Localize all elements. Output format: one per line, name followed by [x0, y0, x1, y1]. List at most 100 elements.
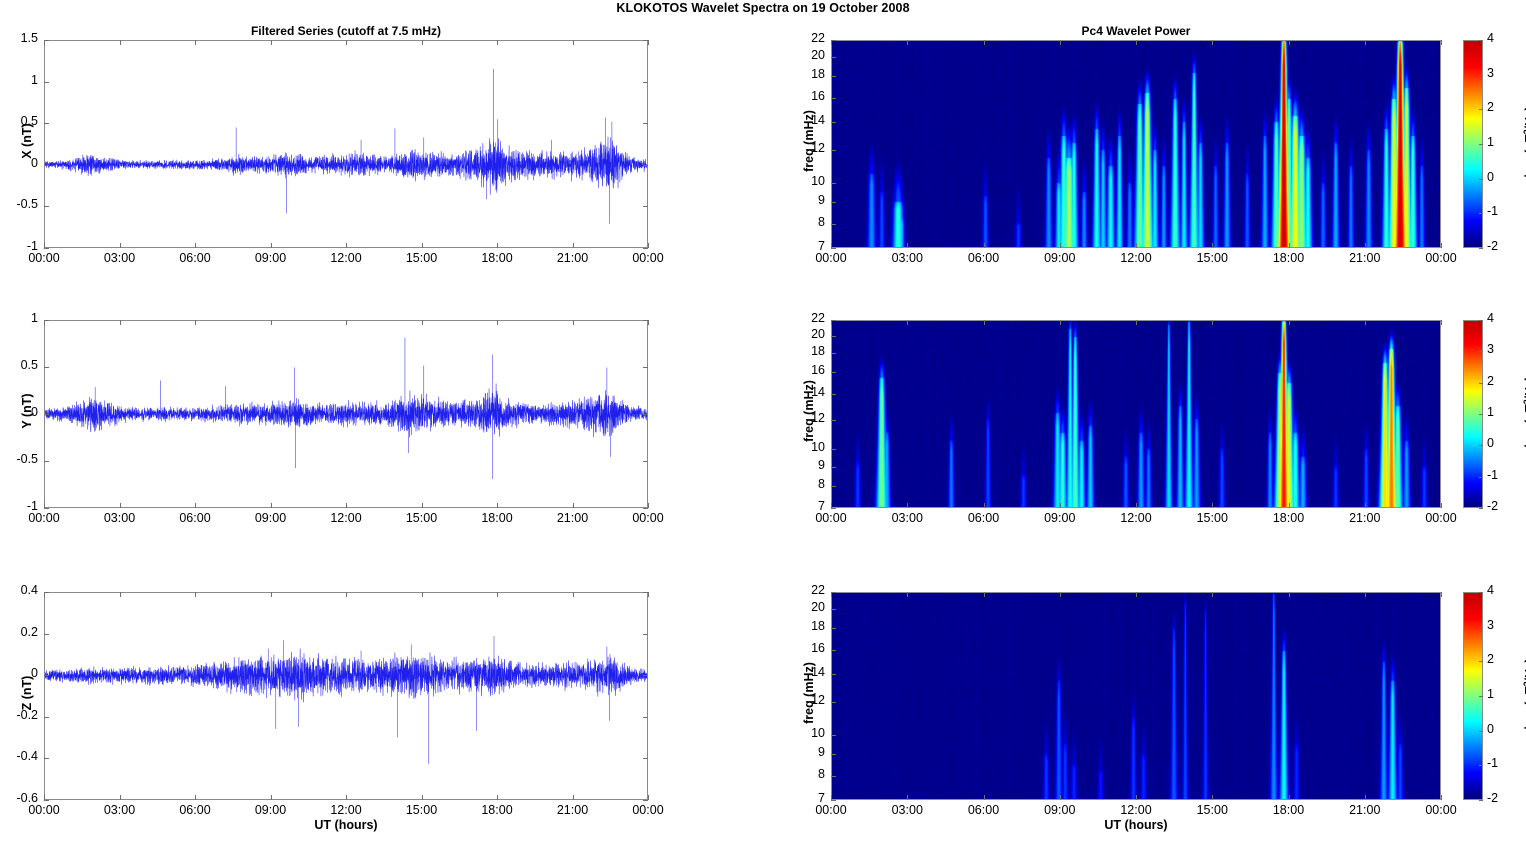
freq-tick-mark	[831, 628, 836, 630]
x-tick-mark	[907, 503, 909, 508]
y-tick-label: -1	[26, 239, 38, 253]
freq-tick-mark	[831, 466, 836, 468]
freq-tick-label: 7	[818, 791, 825, 805]
freq-tick-mark	[831, 248, 836, 249]
freq-tick-mark	[831, 702, 836, 704]
x-tick-label: 21:00	[556, 511, 589, 525]
x-tick-mark	[907, 795, 909, 800]
freq-tick-mark	[831, 320, 836, 321]
x-tick-label: 09:00	[254, 511, 287, 525]
x-tick-mark	[44, 320, 45, 325]
x-tick-label: 00:00	[815, 511, 847, 525]
x-tick-label: 06:00	[179, 803, 211, 817]
x-tick-mark	[119, 320, 121, 325]
freq-tick-mark	[831, 97, 836, 99]
plot-spectrogram-z[interactable]	[831, 592, 1441, 800]
colorbar-tick-mark	[1479, 445, 1483, 447]
colorbar-tick-mark	[1479, 248, 1483, 249]
x-tick-mark	[1364, 503, 1366, 508]
plot-spectrogram-x[interactable]	[831, 40, 1441, 248]
colorbar-tick-label: 1	[1487, 135, 1494, 149]
x-tick-label: 12:00	[1120, 511, 1152, 525]
freq-tick-label: 10	[811, 726, 825, 741]
x-tick-label: 00:00	[1425, 511, 1457, 525]
x-tick-mark	[119, 592, 121, 597]
axis-label-y: Y (nT)	[20, 393, 34, 429]
colorbar-tick-label: 2	[1487, 373, 1494, 388]
axis-label-x-right: UT (hours)	[1104, 818, 1168, 832]
x-tick-mark	[195, 320, 196, 325]
colorbar-tick-label: 3	[1487, 342, 1494, 357]
freq-tick-mark	[831, 76, 836, 78]
x-tick-mark	[346, 592, 347, 597]
colorbar-tick-label: -1	[1487, 204, 1499, 219]
colorbar-tick-label: 0	[1487, 169, 1494, 184]
x-tick-label: 12:00	[1120, 251, 1152, 265]
colorbar-tick-mark	[1479, 40, 1483, 41]
colorbar-tick-mark	[1479, 800, 1483, 801]
x-tick-mark	[119, 795, 121, 800]
x-tick-mark	[831, 503, 832, 508]
colorbar-tick-label: 3	[1487, 65, 1494, 80]
y-tick-mark	[643, 123, 648, 125]
freq-tick-mark	[831, 394, 836, 396]
plot-timeseries-y[interactable]	[44, 320, 648, 508]
figure-title: KLOKOTOS Wavelet Spectra on 19 October 2…	[616, 1, 910, 15]
x-tick-mark	[270, 795, 272, 800]
x-tick-mark	[1059, 320, 1061, 325]
x-tick-mark	[648, 243, 649, 248]
colorbar-tick-mark	[1479, 661, 1483, 663]
x-tick-mark	[831, 320, 832, 325]
colorbar-axis-label: log2(nT2/Hz)	[1522, 376, 1526, 448]
freq-tick-label: 12	[811, 141, 825, 156]
plot-timeseries-z[interactable]	[44, 592, 648, 800]
x-tick-mark	[1441, 243, 1442, 248]
x-tick-label: 03:00	[891, 251, 923, 265]
x-tick-mark	[1441, 795, 1442, 800]
freq-tick-mark	[831, 508, 836, 509]
timeseries-trace	[45, 136, 647, 195]
x-tick-label: 18:00	[1272, 251, 1305, 265]
x-tick-mark	[983, 503, 985, 508]
freq-tick-label: 12	[811, 693, 825, 708]
colorbar-tick-mark	[1479, 213, 1483, 215]
axis-label-freq: freq (mHz)	[802, 662, 816, 724]
plot-spectrogram-y[interactable]	[831, 320, 1441, 508]
x-tick-mark	[572, 243, 574, 248]
y-tick-mark	[643, 367, 648, 368]
axis-label-y: X (nT)	[20, 123, 34, 159]
x-tick-mark	[1288, 795, 1290, 800]
x-tick-mark	[1364, 40, 1366, 45]
freq-tick-label: 14	[811, 385, 825, 400]
freq-tick-label: 22	[811, 31, 825, 45]
x-tick-mark	[497, 795, 498, 800]
x-tick-mark	[907, 320, 909, 325]
y-tick-mark	[643, 633, 648, 635]
x-tick-label: 15:00	[1196, 803, 1228, 817]
x-tick-label: 15:00	[405, 803, 438, 817]
x-tick-label: 06:00	[967, 511, 1000, 525]
x-tick-mark	[1059, 795, 1061, 800]
y-tick-mark	[44, 800, 49, 801]
colorbar-tick-label: 0	[1487, 721, 1494, 736]
x-tick-label: 06:00	[967, 251, 1000, 265]
x-tick-mark	[1441, 40, 1442, 45]
colorbar-tick-mark	[1479, 74, 1483, 76]
x-tick-mark	[983, 592, 985, 597]
plot-timeseries-x[interactable]	[44, 40, 648, 248]
x-tick-mark	[1212, 243, 1214, 248]
colorbar-gradient	[1464, 321, 1482, 507]
freq-tick-label: 20	[811, 326, 825, 341]
x-tick-label: 03:00	[103, 511, 136, 525]
x-tick-label: 00:00	[632, 803, 664, 817]
spectrogram-canvas	[832, 593, 1440, 799]
colorbar-tick-label: 2	[1487, 100, 1494, 115]
freq-tick-label: 20	[811, 48, 825, 63]
x-tick-mark	[983, 795, 985, 800]
y-tick-mark	[643, 248, 648, 249]
x-tick-mark	[907, 40, 909, 45]
x-tick-label: 06:00	[967, 803, 1000, 817]
freq-tick-mark	[831, 372, 836, 374]
x-tick-mark	[907, 243, 909, 248]
x-tick-mark	[648, 320, 649, 325]
